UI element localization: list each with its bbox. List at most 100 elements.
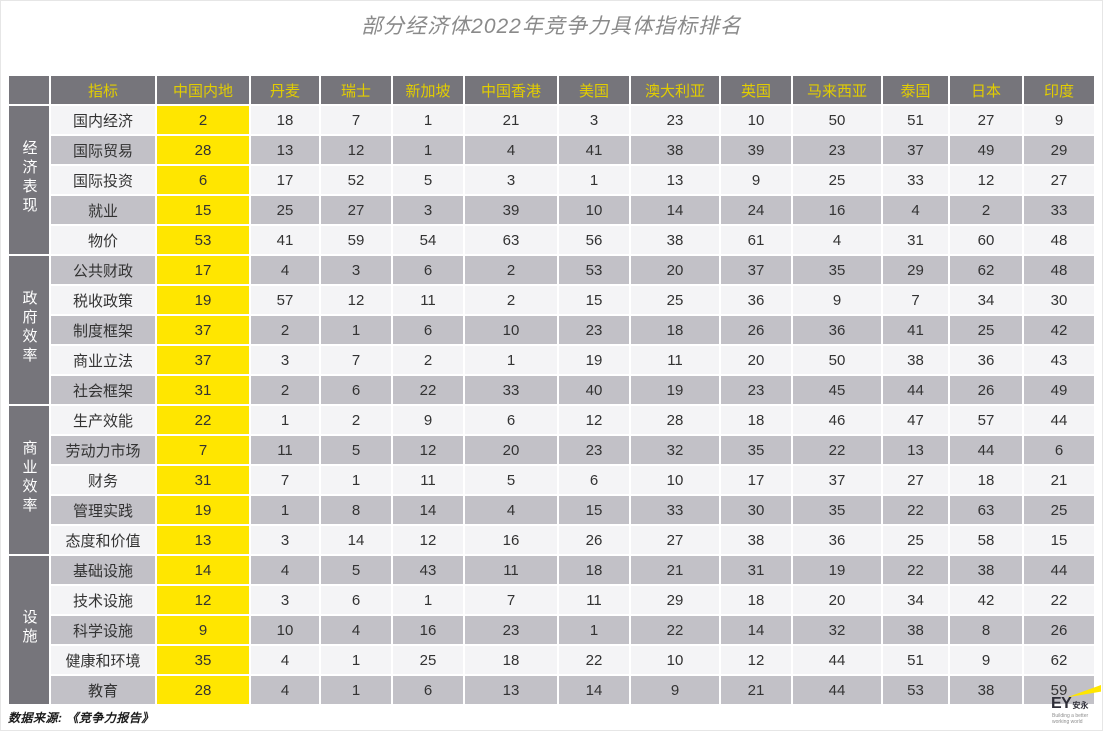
rank-cell: 16 (793, 196, 881, 224)
rank-cell: 5 (321, 556, 391, 584)
rank-cell: 37 (883, 136, 948, 164)
corner-cell (9, 76, 49, 104)
rank-cell: 19 (631, 376, 719, 404)
rank-cell: 3 (251, 526, 319, 554)
rank-cell-china: 13 (157, 526, 249, 554)
group-label: 设施 (9, 556, 49, 704)
group-label-text: 设施 (20, 609, 38, 647)
column-header: 泰国 (883, 76, 948, 104)
rank-cell: 44 (1024, 406, 1094, 434)
ey-logo: EY安永 Building a better working world (1051, 684, 1101, 730)
rank-cell: 30 (1024, 286, 1094, 314)
rank-cell-china: 37 (157, 316, 249, 344)
rank-cell: 6 (559, 466, 629, 494)
rank-cell: 11 (251, 436, 319, 464)
rank-cell: 3 (321, 256, 391, 284)
rank-cell: 52 (321, 166, 391, 194)
rank-cell: 57 (950, 406, 1022, 434)
rank-cell: 21 (631, 556, 719, 584)
rank-cell: 53 (883, 676, 948, 704)
rank-cell: 42 (950, 586, 1022, 614)
rank-cell: 22 (1024, 586, 1094, 614)
rank-cell: 23 (793, 136, 881, 164)
rank-cell: 63 (465, 226, 557, 254)
rank-cell: 23 (721, 376, 791, 404)
rank-cell: 13 (465, 676, 557, 704)
indicator-cell: 劳动力市场 (51, 436, 155, 464)
group-label-text: 商业效率 (20, 440, 38, 516)
rank-cell: 21 (1024, 466, 1094, 494)
rank-cell: 4 (251, 646, 319, 674)
column-header: 印度 (1024, 76, 1094, 104)
page-title: 部分经济体2022年竞争力具体指标排名 (361, 15, 742, 38)
rank-cell: 3 (251, 346, 319, 374)
rank-cell: 18 (721, 406, 791, 434)
rank-cell: 6 (465, 406, 557, 434)
rank-cell: 3 (251, 586, 319, 614)
table-row: 管理实践 19 1 8 14 4 15 33 30 35 22 63 25 (9, 496, 1094, 524)
rank-cell: 10 (559, 196, 629, 224)
rank-cell: 38 (883, 616, 948, 644)
rank-cell: 43 (393, 556, 463, 584)
rank-cell: 38 (721, 526, 791, 554)
rank-cell: 36 (793, 316, 881, 344)
rank-cell: 22 (631, 616, 719, 644)
rank-cell-china: 53 (157, 226, 249, 254)
rank-cell: 43 (1024, 346, 1094, 374)
table-row: 制度框架 37 2 1 6 10 23 18 26 36 41 25 42 (9, 316, 1094, 344)
rank-cell: 10 (631, 466, 719, 494)
rank-cell: 23 (559, 316, 629, 344)
rank-cell: 14 (321, 526, 391, 554)
rank-cell: 12 (950, 166, 1022, 194)
rank-cell: 4 (465, 496, 557, 524)
rank-cell: 59 (321, 226, 391, 254)
rank-cell: 3 (465, 166, 557, 194)
rank-cell: 6 (321, 586, 391, 614)
ey-tagline-line2: working world (1052, 719, 1083, 725)
indicator-cell: 生产效能 (51, 406, 155, 434)
rank-cell: 12 (321, 136, 391, 164)
rank-cell: 31 (883, 226, 948, 254)
indicator-cell: 财务 (51, 466, 155, 494)
rank-cell: 2 (465, 256, 557, 284)
indicator-cell: 国际投资 (51, 166, 155, 194)
rank-cell: 33 (883, 166, 948, 194)
rank-cell: 11 (393, 466, 463, 494)
indicator-cell: 社会框架 (51, 376, 155, 404)
column-header: 瑞士 (321, 76, 391, 104)
rank-cell: 20 (465, 436, 557, 464)
rank-cell: 7 (465, 586, 557, 614)
rank-cell: 6 (393, 256, 463, 284)
rank-cell: 31 (721, 556, 791, 584)
rank-cell: 5 (321, 436, 391, 464)
ey-logo-text: EY (1051, 695, 1072, 712)
rank-cell: 11 (465, 556, 557, 584)
indicator-cell: 态度和价值 (51, 526, 155, 554)
group-label: 政府效率 (9, 256, 49, 404)
rank-cell: 27 (1024, 166, 1094, 194)
indicator-cell: 技术设施 (51, 586, 155, 614)
table-row: 财务 31 7 1 11 5 6 10 17 37 27 18 21 (9, 466, 1094, 494)
rank-cell: 26 (950, 376, 1022, 404)
rank-cell-china: 31 (157, 466, 249, 494)
rank-cell: 36 (950, 346, 1022, 374)
rank-cell: 46 (793, 406, 881, 434)
indicator-cell: 管理实践 (51, 496, 155, 524)
rank-cell: 15 (559, 286, 629, 314)
rank-cell: 57 (251, 286, 319, 314)
rank-cell: 33 (1024, 196, 1094, 224)
header-row: 指标 中国内地 丹麦 瑞士 新加坡 中国香港 美国 澳大利亚 英国 马来西亚 泰国 日本 印度 (9, 76, 1094, 104)
table-row: 教育 28 4 1 6 13 14 9 21 44 53 38 59 (9, 676, 1094, 704)
rank-cell: 7 (321, 106, 391, 134)
column-header: 美国 (559, 76, 629, 104)
rank-cell: 13 (883, 436, 948, 464)
rank-cell: 15 (1024, 526, 1094, 554)
column-header: 中国香港 (465, 76, 557, 104)
rank-cell: 22 (883, 556, 948, 584)
rank-cell: 1 (321, 676, 391, 704)
rank-cell: 39 (465, 196, 557, 224)
table-row: 国际贸易 28 13 12 1 4 41 38 39 23 37 49 29 (9, 136, 1094, 164)
source-note: 数据来源: 《竞争力报告》 (8, 711, 154, 725)
rank-cell: 21 (465, 106, 557, 134)
rank-cell: 34 (950, 286, 1022, 314)
